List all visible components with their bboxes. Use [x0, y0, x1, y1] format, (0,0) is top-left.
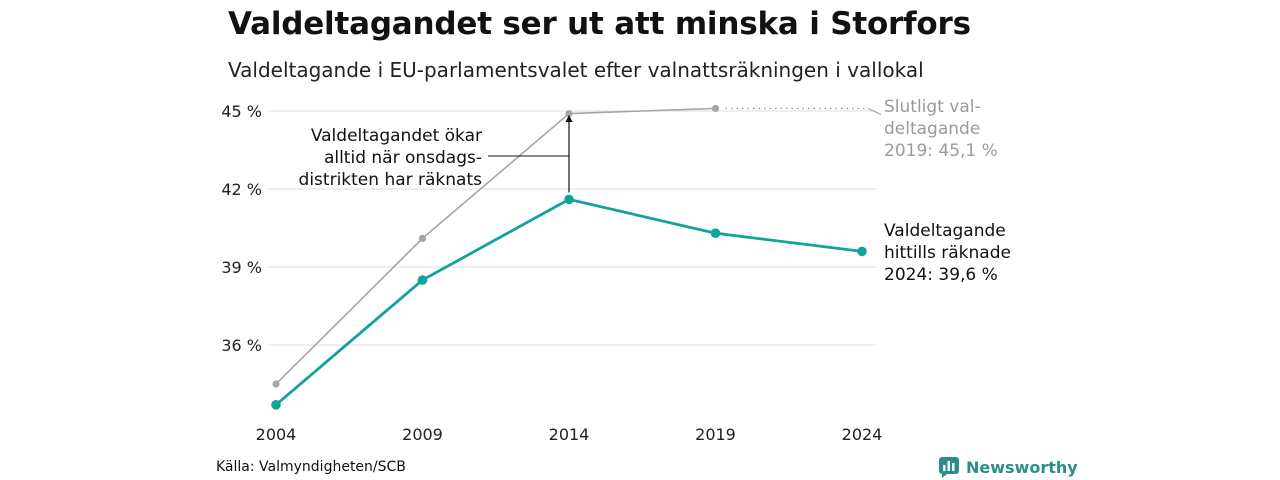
- series-layer: [271, 104, 867, 410]
- final-turnout-connector: [867, 107, 882, 115]
- x-tick-label: 2019: [695, 425, 736, 444]
- y-tick-label: 36 %: [221, 336, 262, 355]
- brand-logo: Newsworthy: [938, 456, 1078, 478]
- counted-turnout-label: Valdeltagande hittills räknade 2024: 39,6 …: [884, 221, 1011, 285]
- newsworthy-logo-icon: [939, 457, 959, 478]
- final-turnout-point: [711, 104, 720, 112]
- increase-annotation: Valdeltagandet ökar alltid när onsdags-di…: [299, 126, 483, 190]
- final-turnout-label: Slutligt val-deltagande 2019: 45,1 %: [884, 97, 998, 161]
- counted-turnout-point: [710, 228, 721, 238]
- counted-turnout-label-line: hittills räknade: [884, 243, 1011, 263]
- y-tick-label: 42 %: [221, 180, 262, 199]
- x-tick-label: 2009: [402, 425, 443, 444]
- gridlines: [268, 110, 876, 346]
- brand-name: Newsworthy: [966, 457, 1078, 477]
- chart-subtitle: Valdeltagande i EU-parlamentsvalet efter…: [228, 58, 924, 82]
- counted-turnout-point: [857, 246, 867, 257]
- final-turnout-line: [275, 107, 716, 385]
- final-turnout-label-line: Slutligt val-: [884, 97, 981, 117]
- y-tick-label: 45 %: [221, 102, 262, 121]
- y-tick-label: 39 %: [221, 258, 262, 277]
- y-axis-tick-labels: 36 % 39 % 42 % 45 %: [221, 102, 262, 355]
- final-turnout-point: [418, 234, 427, 242]
- x-axis-tick-labels: 2004 2009 2014 2019 2024: [256, 425, 883, 444]
- chart-title: Valdeltagandet ser ut att minska i Storf…: [228, 6, 971, 42]
- counted-turnout-line: [275, 197, 863, 406]
- counted-turnout-point: [564, 194, 574, 205]
- increase-annotation-line: Valdeltagandet ökar: [311, 126, 482, 146]
- x-tick-label: 2024: [842, 425, 883, 444]
- increase-annotation-line: distrikten har räknats: [299, 170, 483, 190]
- final-turnout-label-line: deltagande: [884, 119, 980, 139]
- x-tick-label: 2004: [256, 425, 297, 444]
- x-tick-label: 2014: [549, 425, 590, 444]
- final-turnout-point: [272, 380, 280, 388]
- counted-turnout-label-line: Valdeltagande: [884, 221, 1006, 241]
- counted-turnout-point: [417, 275, 428, 285]
- source-note: Källa: Valmyndigheten/SCB: [216, 459, 406, 475]
- increase-annotation-line: alltid när onsdags-: [324, 148, 482, 168]
- final-turnout-label-line: 2019: 45,1 %: [884, 141, 998, 161]
- counted-turnout-point: [271, 400, 281, 410]
- counted-turnout-label-line: 2024: 39,6 %: [884, 265, 998, 285]
- annotation-layer: Valdeltagandet ökar alltid när onsdags-di…: [299, 97, 1011, 285]
